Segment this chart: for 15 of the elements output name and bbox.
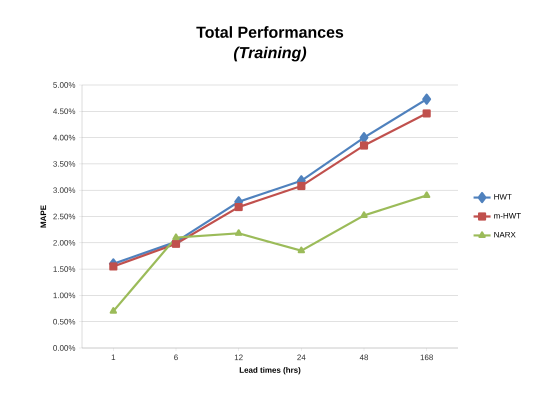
point	[234, 202, 243, 212]
point	[422, 94, 432, 105]
point	[172, 233, 180, 240]
point	[422, 191, 430, 198]
point	[297, 182, 306, 190]
chart-title: Total Performances	[196, 26, 344, 38]
chart-subtitle: (Training)	[234, 46, 306, 62]
point	[172, 240, 180, 248]
point	[298, 246, 306, 254]
point	[422, 109, 431, 118]
point	[360, 211, 368, 218]
point	[234, 229, 242, 236]
point	[360, 141, 368, 150]
point	[109, 262, 118, 271]
point	[110, 307, 118, 314]
